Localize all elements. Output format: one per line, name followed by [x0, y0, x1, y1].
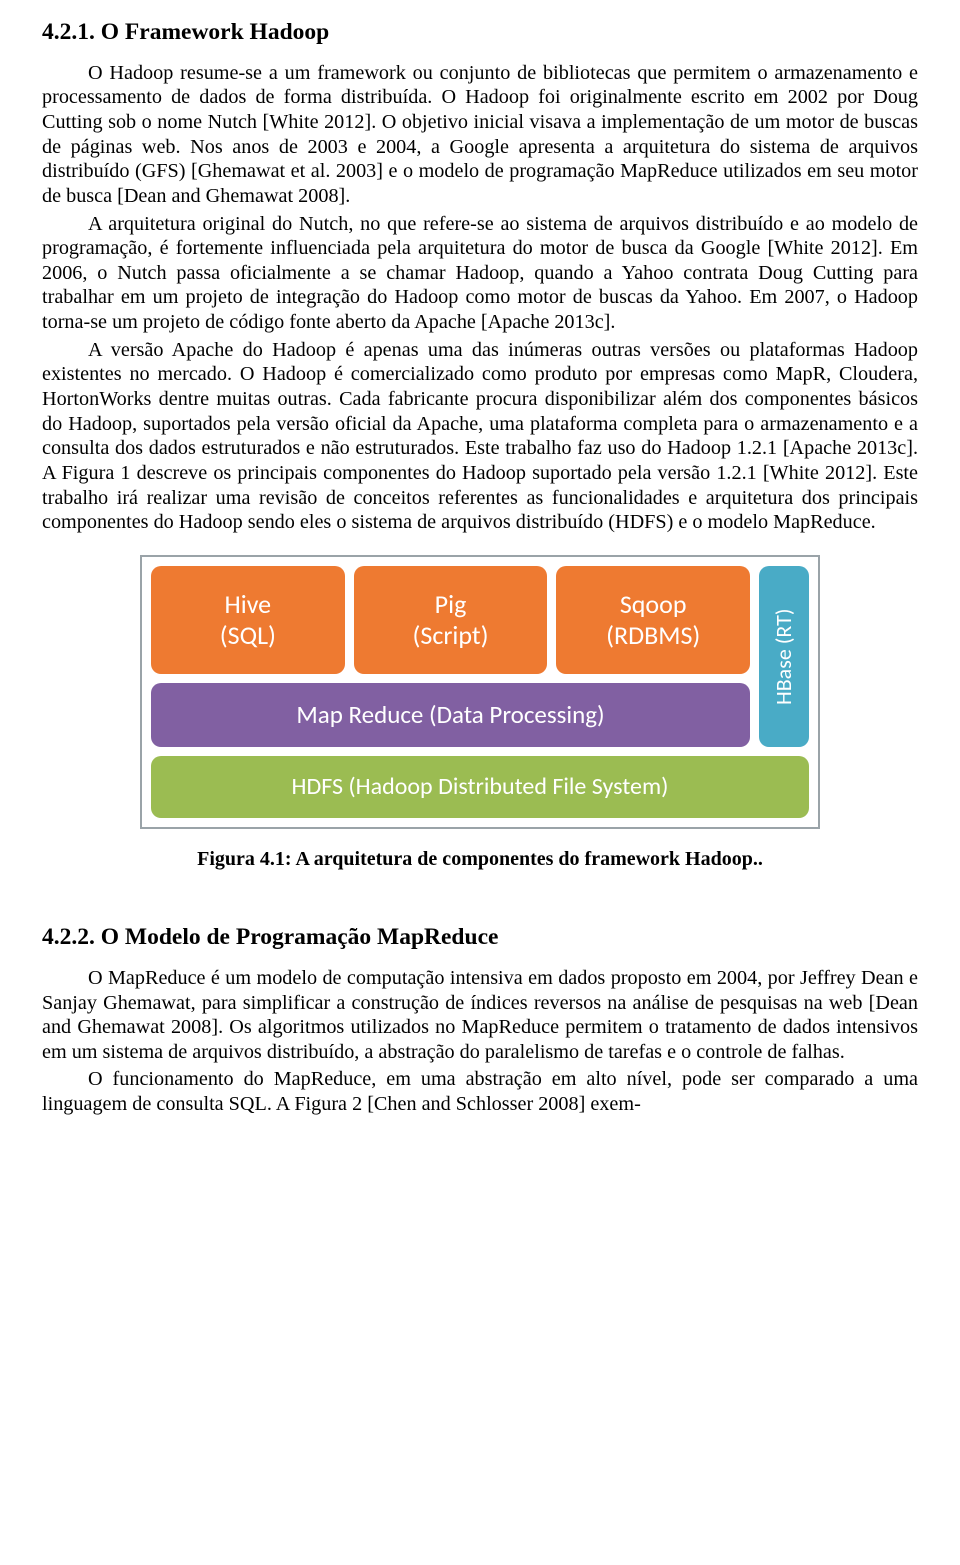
- paragraph-5: O funcionamento do MapReduce, em uma abs…: [42, 1067, 918, 1116]
- section-heading-422: 4.2.2. O Modelo de Programação MapReduce: [42, 923, 918, 952]
- diagram-top-row: Hive (SQL) Pig (Script) Sqoop (RDB: [151, 566, 750, 674]
- hadoop-architecture-diagram: Hive (SQL) Pig (Script) Sqoop (RDB: [140, 555, 820, 829]
- hdfs-block: HDFS (Hadoop Distributed File System): [151, 756, 809, 818]
- mapreduce-block: Map Reduce (Data Processing): [151, 683, 750, 747]
- section-heading-421: 4.2.1. O Framework Hadoop: [42, 18, 918, 47]
- sqoop-label-2: (RDBMS): [606, 619, 700, 651]
- paragraph-1: O Hadoop resume-se a um framework ou con…: [42, 61, 918, 209]
- pig-label-2: (Script): [413, 619, 489, 651]
- pig-block: Pig (Script): [354, 566, 548, 674]
- sqoop-label-1: Sqoop: [620, 588, 687, 620]
- hive-block: Hive (SQL): [151, 566, 345, 674]
- hive-label-1: Hive: [225, 588, 272, 620]
- sqoop-block: Sqoop (RDBMS): [556, 566, 750, 674]
- figure-caption: Figura 4.1: A arquitetura de componentes…: [42, 847, 918, 871]
- hive-label-2: (SQL): [220, 619, 276, 651]
- document-page: 4.2.1. O Framework Hadoop O Hadoop resum…: [0, 0, 960, 1150]
- paragraph-3: A versão Apache do Hadoop é apenas uma d…: [42, 338, 918, 535]
- diagram-upper-region: Hive (SQL) Pig (Script) Sqoop (RDB: [151, 566, 809, 747]
- diagram-left-stack: Hive (SQL) Pig (Script) Sqoop (RDB: [151, 566, 750, 747]
- pig-label-1: Pig: [435, 588, 467, 620]
- paragraph-4: O MapReduce é um modelo de computação in…: [42, 966, 918, 1065]
- paragraph-2: A arquitetura original do Nutch, no que …: [42, 212, 918, 335]
- hbase-block: HBase (RT): [759, 566, 809, 747]
